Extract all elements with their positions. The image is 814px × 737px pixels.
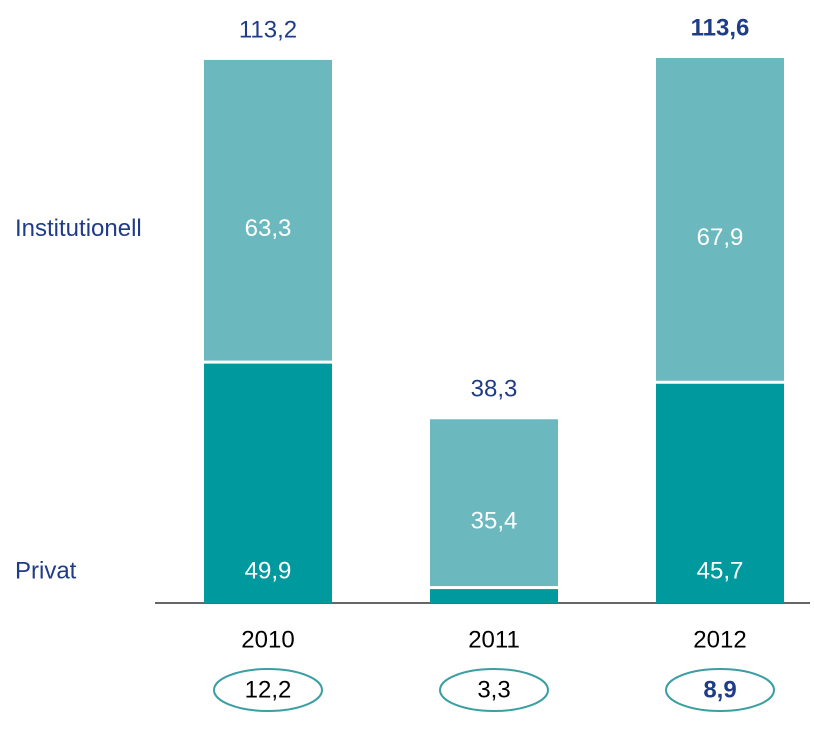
change-ellipse: [213, 668, 323, 712]
x-tick-label: 2010: [241, 626, 294, 653]
value-label: 35,4: [471, 508, 518, 535]
value-label: 49,9: [245, 557, 292, 584]
bar-segment: [430, 419, 558, 587]
change-ellipse: [665, 668, 775, 712]
value-label: 45,7: [697, 557, 744, 584]
total-label: 38,3: [471, 376, 518, 403]
bar-segment: [430, 589, 558, 603]
change-label: 12,2: [245, 676, 292, 703]
change-label: 8,9: [703, 676, 736, 703]
legend-label: Privat: [15, 557, 77, 584]
bar-segment: [204, 59, 332, 361]
x-tick-label: 2012: [693, 626, 746, 653]
legend-label: Institutionell: [15, 215, 142, 242]
bar-segment: [204, 363, 332, 603]
x-tick-label: 2011: [468, 626, 520, 653]
bar-segment: [656, 383, 784, 603]
change-ellipse: [439, 668, 549, 712]
total-label: 113,6: [691, 14, 750, 41]
value-label: 63,3: [245, 215, 292, 242]
total-label: 113,2: [239, 16, 297, 43]
change-label: 3,3: [477, 676, 510, 703]
bar-segment: [656, 58, 784, 381]
value-label: 67,9: [697, 224, 744, 251]
